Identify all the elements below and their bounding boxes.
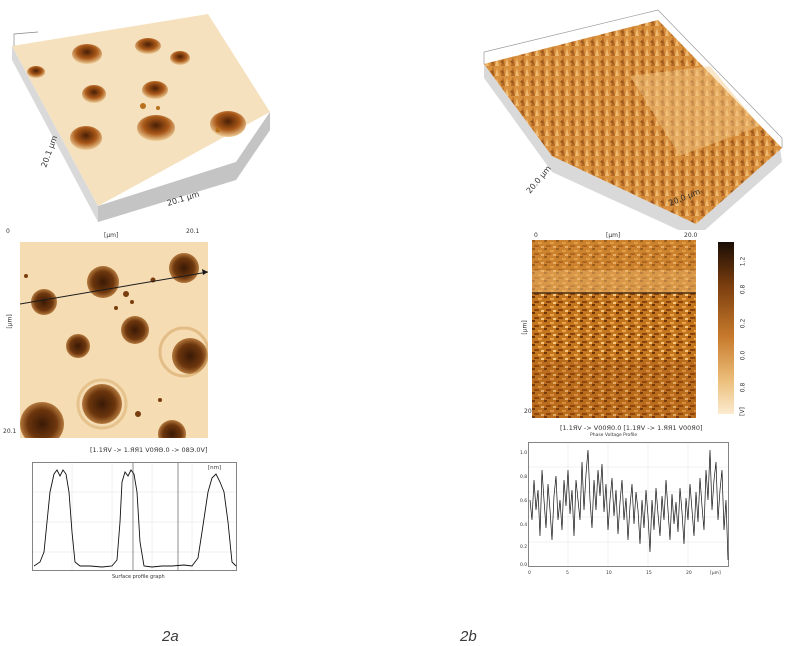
surface-3d-a: 20.1 µm 20.1 µm [12,14,270,222]
profile-a-xlabel: Surface profile graph [112,574,165,580]
colorbar-tick-4: 0.8 [739,382,747,393]
map-a-left-mid: [µm] [6,314,14,329]
afm-phase-map-b [532,240,696,418]
map-b-bottom-left: 20.0 [524,408,538,415]
profile-b-xtick-0: 0 [528,570,531,576]
profile-b-xtick-1: 5 [566,570,569,576]
colorbar-tick-5: [V] [738,407,746,416]
afm-height-map-a [20,242,208,438]
profile-b-ytick-0: 1.0 [520,450,527,456]
profile-b-ytick-2: 0.6 [520,498,527,504]
profile-b-ytick-3: 0.4 [520,522,527,528]
colorbar-tick-2: 0.2 [739,318,747,329]
map-b-footer: [1.1ЯV -> V00Я0.0 [1.1ЯV -> 1.ЯЯ1 V00Я0] [560,424,703,432]
map-b-top-right: 20.0 [684,232,698,239]
map-b-top-mid: [µm] [606,232,621,239]
phase-colorbar [718,242,734,414]
map-b-left-mid: [µm] [521,320,529,335]
surface-3d-b: 20.0 µm 20.0 µm [483,9,783,230]
map-b-footer-sub: Phase Voltage Profile [590,433,638,438]
colorbar-tick-0: 1.2 [739,256,747,267]
profile-b-xtick-2: 10 [606,570,612,576]
map-a-top-mid: [µm] [104,232,119,239]
surface-a-y-dim: 20.1 µm [39,134,59,169]
profile-a-unit: [nm] [208,465,221,471]
map-a-footer: [1.1ЯV -> 1.ЯЯ1 V0ЯΘ.0 -> 08Э.0V] [90,446,208,454]
profile-b-ytick-1: 0.8 [520,474,527,480]
map-a-top-left: 0 [6,228,10,235]
profile-graph-b: 1.0 0.8 0.6 0.4 0.2 0.0 0 5 10 15 20 [µm… [520,442,729,576]
map-a-bottom-left: 20.1 [3,428,17,435]
profile-b-xtick-3: 15 [646,570,652,576]
caption-2b: 2b [460,628,477,645]
profile-b-xunit: [µm] [710,570,721,576]
profile-b-ytick-4: 0.2 [520,544,527,550]
caption-2a: 2a [162,628,179,645]
profile-b-xtick-4: 20 [686,570,692,576]
map-b-top-left: 0 [534,232,538,239]
colorbar-tick-3: 0.0 [739,350,747,361]
map-a-top-right: 20.1 [186,228,200,235]
surface-b-y-dim: 20.0 µm [525,164,553,195]
colorbar-tick-1: 0.8 [739,284,747,295]
profile-graph-a: [nm] Surface profile graph [32,462,237,580]
profile-b-ytick-5: 0.0 [520,562,527,568]
